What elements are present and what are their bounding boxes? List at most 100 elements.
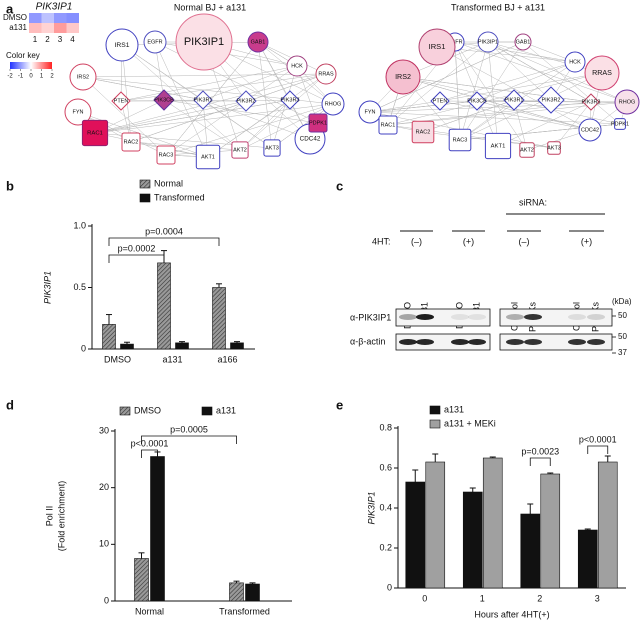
- bar: [520, 513, 541, 589]
- network-edge: [130, 73, 327, 143]
- network-edge: [439, 72, 603, 102]
- network-node-label: EGFR: [147, 39, 162, 45]
- group-label: (–): [411, 236, 422, 246]
- sirna-label: siRNA:: [519, 197, 547, 207]
- annotation: p<0.0001: [579, 434, 617, 444]
- y-axis-label: (Fold enrichment): [56, 481, 66, 552]
- blot-row-label: α-PIK3IP1: [350, 312, 391, 322]
- network-edge: [459, 41, 489, 141]
- panel-label: c: [336, 178, 343, 193]
- network-node-label: RRAS: [318, 71, 334, 77]
- bar: [157, 262, 171, 350]
- blot-band: [451, 314, 469, 320]
- bar: [150, 456, 165, 602]
- network-edge: [454, 41, 576, 63]
- blot-band: [524, 339, 542, 345]
- color-key-tick-label: 2: [50, 74, 54, 80]
- heatmap-col-label: 2: [45, 35, 50, 44]
- network-node: [358, 100, 382, 124]
- network-edge: [369, 100, 478, 113]
- network-node-label: FYN: [365, 109, 376, 115]
- heatmap-col-label: 3: [58, 35, 63, 44]
- network-node-label: EGFR: [447, 39, 462, 45]
- network-edge: [387, 72, 603, 126]
- bar: [229, 582, 244, 602]
- network-node: [64, 98, 92, 126]
- network-edge: [202, 65, 298, 101]
- network-edge: [165, 41, 259, 156]
- network-edge: [271, 65, 298, 149]
- blot-band: [587, 314, 605, 320]
- x-tick-label: a131: [162, 354, 182, 364]
- panel-label: a: [6, 1, 14, 16]
- y-tick-label: 0.6: [379, 462, 392, 472]
- network-node: [578, 118, 602, 142]
- network-edge: [387, 41, 489, 126]
- network-node: [519, 142, 535, 158]
- bar: [597, 461, 618, 589]
- bar: [425, 461, 446, 589]
- blot-box: [499, 308, 613, 327]
- y-tick-label: 1.0: [73, 220, 86, 230]
- heatmap-col-label: 1: [33, 35, 38, 44]
- network-edge: [459, 72, 603, 141]
- network-node: [537, 86, 565, 114]
- network-node: [308, 113, 328, 133]
- network-edge: [94, 132, 209, 158]
- network-node-label: PIK3R2: [542, 97, 561, 103]
- network-node: [484, 132, 512, 160]
- network-node: [263, 139, 281, 157]
- blot-band: [524, 314, 542, 320]
- network-edge: [94, 103, 334, 134]
- color-key-tick-label: -1: [18, 74, 24, 80]
- network-node: [564, 51, 586, 73]
- blot-box: [499, 333, 613, 351]
- blot-band: [568, 314, 586, 320]
- x-tick-label: DMSO: [104, 354, 131, 364]
- network-node: [286, 55, 308, 77]
- annotation: p=0.0002: [118, 243, 156, 253]
- bar: [462, 491, 483, 589]
- y-tick-label: 0: [81, 343, 86, 353]
- network-node: [321, 92, 345, 116]
- network-edge: [257, 41, 311, 140]
- significance-bracket: [529, 457, 551, 466]
- bar: [134, 558, 149, 602]
- network-node: [385, 59, 421, 95]
- network-node-label: RAC2: [416, 129, 431, 135]
- network-node-label: RRAS: [592, 69, 612, 77]
- bar: [405, 481, 426, 589]
- network-edge: [82, 76, 167, 156]
- network-node: [477, 31, 499, 53]
- y-tick-label: 0.2: [379, 542, 392, 552]
- network-node-label: AKT2: [520, 147, 534, 153]
- network-edge: [487, 41, 552, 101]
- blot-band: [506, 339, 524, 345]
- network-node: [315, 63, 337, 85]
- network-node: [121, 132, 141, 152]
- x-tick-label: 2: [537, 593, 542, 603]
- network-node-label: PTEN: [114, 98, 129, 104]
- network-edge: [487, 41, 592, 103]
- blot-band: [451, 339, 469, 345]
- network-title: Normal BJ + a131: [174, 2, 246, 12]
- legend-swatch: [119, 406, 131, 416]
- network-node-label: PIK3IP1: [478, 39, 498, 45]
- y-tick-label: 10: [99, 539, 109, 549]
- network-edge: [422, 99, 515, 133]
- network-edge: [459, 41, 524, 141]
- legend-swatch: [429, 419, 441, 429]
- network-node-label: HCK: [291, 63, 303, 69]
- y-tick-label: 0: [104, 595, 109, 605]
- network-node-label: PIK3IP1: [184, 36, 224, 48]
- annotation: p=0.0023: [521, 446, 559, 456]
- network-edge: [239, 99, 291, 151]
- network-node-label: IRS1: [429, 42, 446, 51]
- kda-label: (kDa): [612, 297, 632, 306]
- network-node-label: AKT3: [265, 145, 279, 151]
- heatmap-cell: [54, 13, 67, 23]
- network-node: [231, 141, 249, 159]
- network-node-label: PIK3R2: [237, 98, 256, 104]
- network-edge: [487, 41, 628, 103]
